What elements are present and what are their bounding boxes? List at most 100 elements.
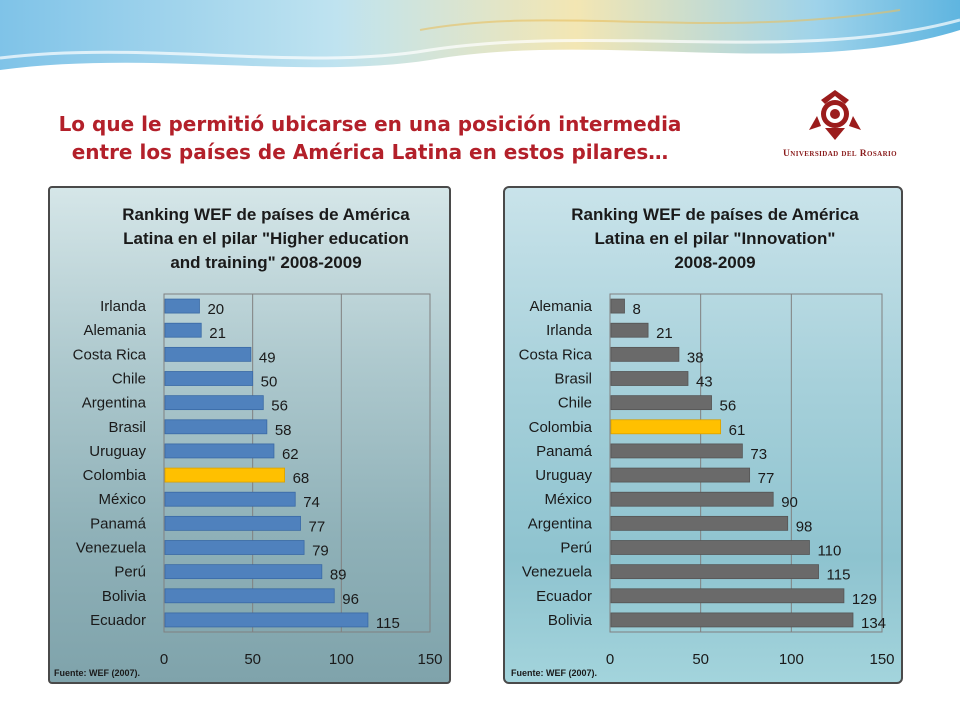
category-label: Uruguay bbox=[535, 467, 592, 484]
category-label: Colombia bbox=[83, 467, 147, 484]
x-tick-label: 50 bbox=[244, 651, 261, 668]
bar bbox=[164, 419, 268, 435]
chart-title-line: and training" 2008-2009 bbox=[170, 253, 361, 272]
bar bbox=[164, 298, 200, 314]
chart-innovation: Ranking WEF de países de América Latina e… bbox=[511, 205, 895, 678]
bar bbox=[610, 515, 789, 531]
bar bbox=[164, 467, 285, 483]
bar bbox=[164, 540, 305, 555]
category-label: Costa Rica bbox=[73, 346, 147, 363]
bar bbox=[610, 395, 712, 411]
bar bbox=[610, 298, 625, 314]
value-label: 134 bbox=[861, 615, 886, 632]
slide-title-line-1: Lo que le permitió ubicarse en una posic… bbox=[58, 112, 682, 136]
category-label: Venezuela bbox=[522, 564, 593, 581]
category-label: Bolivia bbox=[548, 612, 593, 629]
bar bbox=[610, 419, 722, 435]
value-label: 50 bbox=[261, 374, 278, 391]
category-label: Alemania bbox=[529, 298, 592, 315]
bar bbox=[610, 371, 689, 386]
bar bbox=[164, 515, 301, 531]
bar bbox=[164, 612, 369, 628]
category-label: Alemania bbox=[83, 322, 146, 339]
value-label: 74 bbox=[303, 494, 320, 511]
category-label: Chile bbox=[112, 371, 146, 388]
bar bbox=[164, 371, 254, 386]
category-label: Panamá bbox=[536, 443, 593, 460]
value-label: 129 bbox=[852, 591, 877, 608]
university-name: Universidad del Rosario bbox=[783, 149, 898, 159]
category-label: Irlanda bbox=[100, 298, 147, 315]
value-label: 61 bbox=[729, 422, 746, 439]
x-tick-label: 150 bbox=[869, 651, 894, 668]
chart-title-line: Ranking WEF de países de América bbox=[571, 205, 859, 224]
category-label: Argentina bbox=[528, 515, 593, 532]
plot-area bbox=[609, 293, 883, 633]
source-note: Fuente: WEF (2007). bbox=[511, 668, 597, 678]
bar bbox=[164, 564, 323, 580]
x-tick-label: 100 bbox=[779, 651, 804, 668]
chart-title-line: Ranking WEF de países de América bbox=[122, 205, 410, 224]
category-label: Venezuela bbox=[76, 540, 147, 557]
value-label: 56 bbox=[720, 398, 737, 415]
chart-title-line: Latina en el pilar "Higher education bbox=[123, 229, 409, 248]
chart-higher-education: Ranking WEF de países de América Latina e… bbox=[54, 205, 443, 678]
bar bbox=[164, 395, 264, 411]
university-emblem-icon bbox=[809, 90, 861, 140]
category-label: Brasil bbox=[554, 371, 592, 388]
chart-panel-innovation: Ranking WEF de países de América Latina e… bbox=[503, 186, 903, 684]
chart-panel-higher-education: Ranking WEF de países de América Latina e… bbox=[48, 186, 451, 684]
value-label: 77 bbox=[309, 518, 326, 535]
value-label: 89 bbox=[330, 567, 347, 584]
bar bbox=[164, 443, 275, 459]
category-label: México bbox=[98, 491, 146, 508]
category-label: Costa Rica bbox=[519, 346, 593, 363]
value-label: 8 bbox=[633, 301, 641, 318]
bar bbox=[610, 612, 854, 628]
value-label: 21 bbox=[209, 325, 226, 342]
value-label: 110 bbox=[817, 543, 841, 560]
value-label: 58 bbox=[275, 422, 292, 439]
category-label: Chile bbox=[558, 395, 592, 412]
value-label: 20 bbox=[207, 301, 224, 318]
category-label: Irlanda bbox=[546, 322, 593, 339]
value-label: 49 bbox=[259, 349, 276, 366]
slide-title: Lo que le permitió ubicarse en una posic… bbox=[30, 110, 710, 166]
category-label: Panamá bbox=[90, 515, 147, 532]
bar bbox=[164, 346, 252, 362]
source-note: Fuente: WEF (2007). bbox=[54, 668, 140, 678]
value-label: 43 bbox=[696, 374, 713, 391]
category-label: Brasil bbox=[108, 419, 146, 436]
bar bbox=[610, 322, 649, 338]
x-tick-label: 100 bbox=[329, 651, 354, 668]
category-label: Bolivia bbox=[102, 588, 147, 605]
value-label: 21 bbox=[656, 325, 673, 342]
chart-title-line: 2008-2009 bbox=[674, 253, 755, 272]
x-tick-label: 50 bbox=[692, 651, 709, 668]
x-tick-label: 0 bbox=[606, 651, 614, 668]
value-label: 115 bbox=[827, 567, 851, 584]
header-banner bbox=[0, 0, 960, 70]
chart-title-line: Latina en el pilar "Innovation" bbox=[595, 229, 836, 248]
value-label: 68 bbox=[293, 470, 310, 487]
value-label: 115 bbox=[376, 615, 400, 632]
category-label: Perú bbox=[560, 540, 592, 557]
bar bbox=[610, 588, 845, 604]
bar bbox=[610, 346, 680, 362]
value-label: 79 bbox=[312, 543, 329, 560]
value-label: 77 bbox=[758, 470, 775, 487]
category-label: Perú bbox=[114, 564, 146, 581]
bar bbox=[610, 491, 774, 507]
slide-title-line-2: entre los países de América Latina en es… bbox=[71, 140, 669, 164]
category-label: Argentina bbox=[82, 395, 147, 412]
bar bbox=[164, 322, 202, 338]
plot-area bbox=[163, 293, 431, 633]
value-label: 90 bbox=[781, 494, 798, 511]
x-tick-label: 0 bbox=[160, 651, 168, 668]
bar bbox=[610, 564, 819, 580]
value-label: 56 bbox=[271, 398, 288, 415]
value-label: 96 bbox=[342, 591, 359, 608]
bar bbox=[164, 588, 335, 604]
value-label: 98 bbox=[796, 518, 813, 535]
category-label: México bbox=[544, 491, 592, 508]
